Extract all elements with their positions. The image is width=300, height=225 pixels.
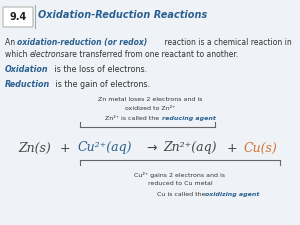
Text: Zn(s): Zn(s) <box>18 142 51 155</box>
Text: reduced to Cu metal: reduced to Cu metal <box>148 181 212 186</box>
Text: oxidized to Zn²⁺: oxidized to Zn²⁺ <box>125 106 175 111</box>
Text: reducing agent: reducing agent <box>162 116 216 121</box>
Text: Cu is called the: Cu is called the <box>157 192 208 197</box>
Text: are transferred from one reactant to another.: are transferred from one reactant to ano… <box>62 50 238 59</box>
Text: Oxidation-Reduction Reactions: Oxidation-Reduction Reactions <box>38 10 207 20</box>
Text: Cu(s): Cu(s) <box>244 142 278 155</box>
Text: oxidizing agent: oxidizing agent <box>205 192 260 197</box>
Text: Zn²⁺(aq): Zn²⁺(aq) <box>163 142 217 155</box>
Text: →: → <box>147 142 157 155</box>
Text: is the gain of electrons.: is the gain of electrons. <box>53 80 150 89</box>
Text: is the loss of electrons.: is the loss of electrons. <box>52 65 147 74</box>
Text: reaction is a chemical reaction in: reaction is a chemical reaction in <box>162 38 292 47</box>
Text: Cu²⁺(aq): Cu²⁺(aq) <box>78 142 133 155</box>
Text: +: + <box>227 142 237 155</box>
Text: Zn metal loses 2 electrons and is: Zn metal loses 2 electrons and is <box>98 97 202 102</box>
Text: Cu²⁺ gains 2 electrons and is: Cu²⁺ gains 2 electrons and is <box>134 172 226 178</box>
FancyBboxPatch shape <box>3 7 33 27</box>
Text: Reduction: Reduction <box>5 80 50 89</box>
Text: +: + <box>60 142 70 155</box>
Text: oxidation-reduction (or redox): oxidation-reduction (or redox) <box>17 38 147 47</box>
Text: An: An <box>5 38 17 47</box>
Text: 9.4: 9.4 <box>9 12 27 22</box>
Text: Oxidation: Oxidation <box>5 65 49 74</box>
Text: which: which <box>5 50 30 59</box>
Text: electrons: electrons <box>30 50 65 59</box>
Text: Zn²⁺ is called the: Zn²⁺ is called the <box>105 116 161 121</box>
